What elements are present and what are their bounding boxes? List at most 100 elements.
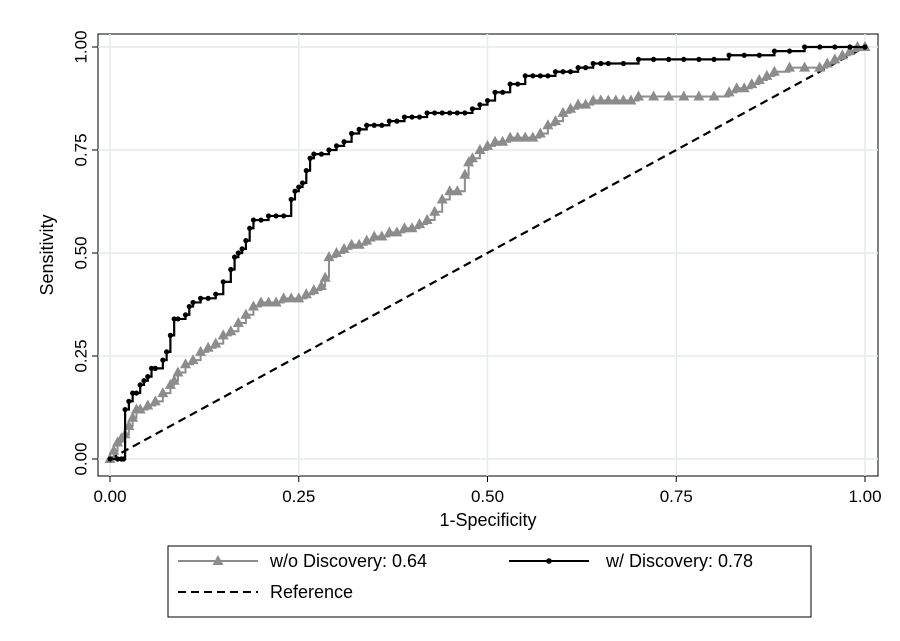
data-point [406, 222, 418, 233]
data-point [255, 296, 267, 307]
data-point [530, 73, 536, 79]
data-point [817, 44, 823, 50]
data-point [587, 94, 599, 105]
data-point [247, 225, 253, 231]
data-point [142, 399, 154, 410]
data-point [346, 238, 358, 249]
y-tick-label: 0.75 [71, 133, 90, 166]
data-point [836, 49, 848, 60]
data-point [225, 325, 237, 336]
data-point [726, 52, 732, 58]
data-point [482, 139, 493, 150]
data-point [122, 406, 128, 413]
data-point [862, 44, 868, 50]
data-point [484, 97, 491, 104]
data-point [323, 251, 335, 262]
series-w-discovery-0-78 [107, 44, 868, 462]
data-point [723, 86, 735, 97]
data-point [625, 94, 637, 105]
data-point [741, 52, 747, 58]
axes [92, 46, 866, 482]
data-point [258, 217, 264, 223]
data-point [307, 155, 313, 161]
data-point [107, 456, 113, 462]
data-point [522, 73, 528, 79]
data-point [439, 110, 445, 116]
data-point [228, 266, 234, 273]
data-point [134, 403, 146, 414]
data-point [552, 69, 559, 75]
data-point [746, 78, 758, 89]
data-point [651, 56, 657, 62]
data-point [429, 205, 441, 216]
data-point [356, 126, 362, 132]
data-point [565, 102, 577, 113]
data-point [368, 230, 380, 241]
data-point [137, 382, 143, 388]
data-point [383, 226, 395, 237]
legend-item-w-o-discovery-0-64: w/o Discovery: 0.64 [178, 551, 427, 571]
legend-item-w-discovery-0-78: w/ Discovery: 0.78 [509, 551, 753, 571]
data-point [202, 341, 214, 352]
data-point [319, 271, 331, 282]
data-point [454, 110, 460, 116]
data-point [696, 56, 702, 62]
data-point [545, 73, 551, 79]
data-point [243, 238, 249, 244]
data-point [666, 56, 672, 62]
data-point [379, 122, 385, 128]
data-point [575, 65, 581, 71]
data-point [401, 114, 408, 120]
data-point [459, 168, 471, 179]
data-point [557, 106, 569, 117]
data-point [537, 73, 543, 79]
series-reference [109, 46, 866, 460]
data-point [108, 444, 120, 455]
data-point [784, 61, 795, 72]
data-point [250, 217, 257, 223]
data-point [678, 90, 690, 101]
data-point [308, 284, 320, 295]
data-point [164, 349, 170, 355]
data-point [534, 127, 546, 138]
data-point [217, 329, 229, 340]
data-point [376, 230, 388, 241]
data-point [175, 316, 181, 322]
data-point [711, 56, 717, 62]
legend-marker [212, 555, 224, 565]
data-point [802, 44, 808, 50]
data-point [353, 238, 365, 249]
data-point [469, 106, 475, 112]
y-tick-label: 1.00 [71, 30, 90, 63]
data-point [149, 395, 161, 406]
data-point [281, 213, 287, 219]
data-point [338, 242, 350, 253]
data-point [474, 144, 486, 154]
data-point [273, 213, 279, 219]
data-point [186, 303, 192, 310]
data-point [620, 60, 627, 67]
data-point [167, 332, 173, 338]
data-point [270, 296, 282, 307]
data-point [220, 279, 226, 285]
data-point [598, 60, 604, 67]
data-point [633, 90, 644, 101]
data-point [182, 312, 189, 318]
data-point [605, 60, 611, 67]
data-point [285, 292, 297, 303]
data-point [180, 358, 191, 369]
data-point [738, 82, 750, 93]
data-point [394, 118, 400, 124]
data-point [333, 143, 340, 149]
data-point [572, 98, 584, 109]
data-point [595, 94, 607, 105]
data-point [409, 114, 415, 120]
data-point [832, 44, 838, 50]
data-point [145, 374, 151, 380]
x-tick-label: 1.00 [848, 487, 881, 506]
series-line [109, 46, 866, 460]
x-axis-title: 1-Specificity [439, 510, 536, 530]
data-point [303, 168, 309, 174]
data-point [560, 69, 566, 75]
data-point [364, 122, 370, 128]
